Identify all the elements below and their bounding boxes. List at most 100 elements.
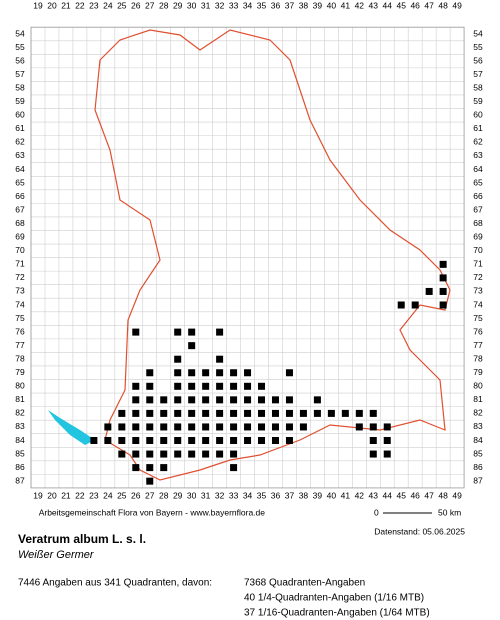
occurrence xyxy=(118,450,126,458)
column-label: 48 xyxy=(438,490,448,500)
occurrence xyxy=(216,382,224,390)
row-label: 54 xyxy=(15,28,25,38)
occurrence xyxy=(425,287,433,295)
column-label: 25 xyxy=(117,0,127,10)
occurrence xyxy=(160,450,168,458)
occurrence xyxy=(174,328,182,336)
column-label: 24 xyxy=(103,490,113,500)
occurrence xyxy=(369,423,377,431)
occurrence xyxy=(230,423,238,431)
column-label: 45 xyxy=(396,490,406,500)
row-label: 70 xyxy=(473,245,483,255)
occurrence xyxy=(188,423,196,431)
row-label: 79 xyxy=(15,367,25,377)
occurrence xyxy=(160,409,168,417)
row-label: 68 xyxy=(473,218,483,228)
row-label: 56 xyxy=(473,55,483,65)
occurrence xyxy=(244,409,252,417)
column-label: 31 xyxy=(201,490,211,500)
row-label: 61 xyxy=(473,123,483,133)
occurrence xyxy=(216,369,224,377)
occurrence xyxy=(230,409,238,417)
occurrence xyxy=(216,450,224,458)
column-label: 47 xyxy=(424,0,434,10)
occurrence xyxy=(271,396,279,404)
row-label: 75 xyxy=(15,313,25,323)
row-label: 62 xyxy=(473,137,483,147)
column-label: 40 xyxy=(327,0,337,10)
row-label: 80 xyxy=(473,381,483,391)
occurrence xyxy=(174,423,182,431)
column-label: 41 xyxy=(341,490,351,500)
row-label: 87 xyxy=(15,475,25,485)
column-label: 44 xyxy=(383,490,393,500)
occurrence xyxy=(188,328,196,336)
column-label: 43 xyxy=(369,0,379,10)
occurrence xyxy=(258,423,266,431)
row-label: 85 xyxy=(473,448,483,458)
row-label: 82 xyxy=(15,408,25,418)
occurrence xyxy=(258,437,266,444)
row-label: 81 xyxy=(473,394,483,404)
column-label: 37 xyxy=(285,0,295,10)
occurrence xyxy=(230,382,238,390)
scale-start: 0 xyxy=(374,507,379,517)
detail: 37 1/16-Quadranten-Angaben (1/64 MTB) xyxy=(244,608,430,619)
occurrence xyxy=(230,369,238,377)
row-label: 69 xyxy=(473,232,483,242)
row-label: 57 xyxy=(15,69,25,79)
occurrence xyxy=(439,274,447,282)
occurrence xyxy=(244,423,252,431)
row-label: 55 xyxy=(15,42,25,52)
column-label: 32 xyxy=(215,490,225,500)
occurrence xyxy=(285,437,293,444)
row-label: 80 xyxy=(15,381,25,391)
row-label: 77 xyxy=(473,340,483,350)
row-label: 59 xyxy=(15,96,25,106)
column-label: 26 xyxy=(131,490,141,500)
credit: Arbeitsgemeinschaft Flora von Bayern - w… xyxy=(39,507,266,517)
occurrence xyxy=(327,409,335,417)
occurrence xyxy=(146,464,154,472)
occurrence xyxy=(132,328,140,336)
column-label: 29 xyxy=(173,0,183,10)
row-label: 63 xyxy=(15,150,25,160)
occurrence xyxy=(244,369,252,377)
column-label: 49 xyxy=(452,0,462,10)
occurrence xyxy=(271,409,279,417)
occurrence xyxy=(313,409,321,417)
row-label: 62 xyxy=(15,137,25,147)
row-label: 64 xyxy=(15,164,25,174)
column-label: 47 xyxy=(424,490,434,500)
column-label: 49 xyxy=(452,490,462,500)
column-label: 21 xyxy=(61,490,71,500)
occurrence xyxy=(355,409,363,417)
row-label: 74 xyxy=(473,299,483,309)
occurrence xyxy=(369,450,377,458)
detail: 40 1/4-Quadranten-Angaben (1/16 MTB) xyxy=(244,593,424,604)
column-label: 20 xyxy=(47,490,57,500)
occurrence xyxy=(202,409,210,417)
occurrence xyxy=(216,437,224,444)
occurrence xyxy=(383,450,391,458)
occurrence xyxy=(188,396,196,404)
column-label: 41 xyxy=(341,0,351,10)
column-label: 23 xyxy=(89,0,99,10)
row-label: 56 xyxy=(15,55,25,65)
occurrence xyxy=(216,328,224,336)
row-label: 67 xyxy=(15,204,25,214)
row-label: 65 xyxy=(15,177,25,187)
row-label: 73 xyxy=(473,286,483,296)
occurrence xyxy=(244,396,252,404)
column-label: 28 xyxy=(159,0,169,10)
column-label: 45 xyxy=(396,0,406,10)
row-label: 83 xyxy=(473,421,483,431)
column-label: 22 xyxy=(75,0,85,10)
column-label: 33 xyxy=(229,0,239,10)
row-label: 69 xyxy=(15,232,25,242)
row-label: 67 xyxy=(473,204,483,214)
occurrence xyxy=(411,301,419,309)
occurrence xyxy=(118,423,126,431)
column-label: 42 xyxy=(355,490,365,500)
